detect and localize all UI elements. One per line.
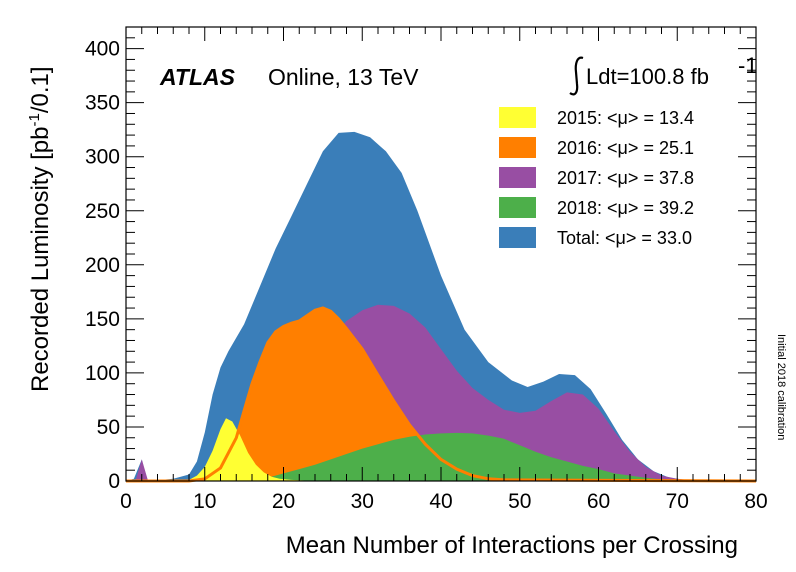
legend-swatch — [499, 167, 536, 188]
y-tick-label: 100 — [85, 362, 120, 385]
legend-label: Total: <μ> = 33.0 — [557, 228, 692, 248]
x-tick-label: 20 — [272, 490, 295, 513]
legend: 2015: <μ> = 13.4 2016: <μ> = 25.1 2017: <μ… — [499, 107, 694, 248]
legend-swatch — [499, 197, 536, 218]
y-axis-title-exponent: -1 — [26, 113, 43, 126]
y-tick-label: 0 — [108, 470, 120, 493]
y-axis-title: Recorded Luminosity [pb-1/0.1] — [26, 66, 54, 392]
y-tick-label: 200 — [85, 254, 120, 277]
legend-swatch — [499, 137, 536, 158]
legend-label: 2016: <μ> = 25.1 — [557, 138, 694, 158]
y-tick-label: 400 — [85, 38, 120, 61]
x-tick-label: 40 — [429, 490, 452, 513]
y-tick-label: 300 — [85, 146, 120, 169]
x-tick-label: 0 — [120, 490, 132, 513]
x-tick-label: 80 — [744, 490, 767, 513]
series-area-2 — [126, 308, 756, 481]
integral-sign-icon — [569, 56, 584, 96]
x-tick-label: 30 — [351, 490, 374, 513]
series-area-1 — [126, 304, 756, 481]
y-tick-label: 250 — [85, 200, 120, 223]
calibration-note: Initial 2018 calibration — [775, 334, 787, 440]
x-tick-label: 10 — [193, 490, 216, 513]
legend-swatch — [499, 227, 536, 248]
series-area-3 — [126, 432, 756, 481]
x-tick-label: 50 — [508, 490, 531, 513]
lumi-annotation: Ldt=100.8 fb -1 — [569, 53, 758, 96]
legend-label: 2015: <μ> = 13.4 — [557, 108, 694, 128]
legend-swatch — [499, 107, 536, 128]
y-axis-title-suffix: /0.1] — [27, 66, 54, 113]
legend-label: 2018: <μ> = 39.2 — [557, 198, 694, 218]
y-tick-label: 50 — [97, 416, 120, 439]
series-line-2 — [126, 306, 757, 483]
y-tick-label: 350 — [85, 92, 120, 115]
lumi-value: Ldt=100.8 fb — [586, 64, 709, 89]
legend-label: 2017: <μ> = 37.8 — [557, 168, 694, 188]
axis-ticks — [125, 26, 757, 482]
lumi-exponent: -1 — [738, 53, 758, 78]
experiment-label: ATLAS — [159, 64, 236, 90]
x-tick-label: 70 — [666, 490, 689, 513]
y-axis-title-main: Recorded Luminosity [pb — [27, 127, 54, 392]
x-axis-title: Mean Number of Interactions per Crossing — [286, 532, 738, 559]
energy-label: Online, 13 TeV — [268, 64, 419, 90]
series-outlines — [126, 306, 757, 483]
y-tick-label: 150 — [85, 308, 120, 331]
series-areas — [126, 131, 756, 481]
x-tick-label: 60 — [587, 490, 610, 513]
axis-tick-labels: 0 10 20 30 40 50 60 70 80 0 50 100 150 200 250 300 350 40… — [85, 38, 768, 513]
